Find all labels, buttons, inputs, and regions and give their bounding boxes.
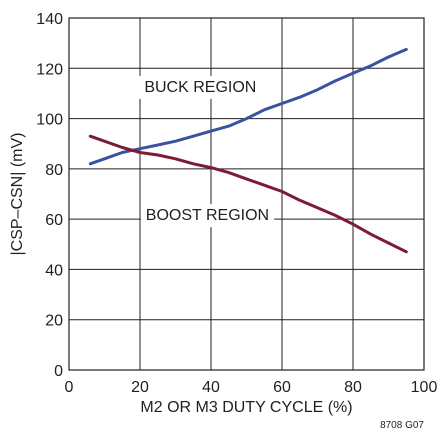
x-tick-label: 0 xyxy=(65,379,74,396)
series-line-2 xyxy=(88,134,408,254)
y-tick-label: 120 xyxy=(36,61,63,78)
x-tick-label: 40 xyxy=(202,379,220,396)
buck-region-label: BUCK REGION xyxy=(144,79,256,96)
x-tick-label: 20 xyxy=(131,379,149,396)
y-tick-label: 60 xyxy=(45,212,63,229)
y-axis-label: |CSP–CSN| (mV) xyxy=(9,133,26,256)
grid xyxy=(69,18,424,370)
y-tick-label: 0 xyxy=(54,363,63,380)
figure-id: 8708 G07 xyxy=(380,420,424,431)
x-tick-label: 80 xyxy=(344,379,362,396)
series-line-1 xyxy=(88,47,408,166)
boost-region-label: BOOST REGION xyxy=(146,207,269,224)
x-axis-label: M2 OR M3 DUTY CYCLE (%) xyxy=(140,399,352,416)
y-tick-labels: 0 20 40 60 80 100 120 140 xyxy=(36,11,63,380)
y-tick-label: 20 xyxy=(45,313,63,330)
x-tick-label: 60 xyxy=(273,379,291,396)
annotations: BUCK REGION BOOST REGION xyxy=(139,75,275,228)
x-tick-labels: 0 20 40 60 80 100 xyxy=(65,379,438,396)
plot-frame xyxy=(68,17,425,371)
series-lines xyxy=(88,47,408,254)
y-tick-label: 100 xyxy=(36,112,63,129)
buck-region-label-bg xyxy=(139,75,262,99)
boost-region-label-bg xyxy=(140,204,275,228)
y-tick-label: 140 xyxy=(36,11,63,28)
y-tick-label: 40 xyxy=(45,262,63,279)
y-tick-label: 80 xyxy=(45,162,63,179)
x-tick-label: 100 xyxy=(411,379,438,396)
